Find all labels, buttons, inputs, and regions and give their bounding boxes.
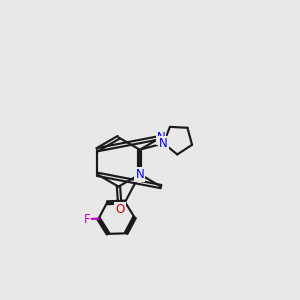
Text: N: N (135, 168, 144, 181)
Text: F: F (84, 212, 91, 226)
Text: O: O (116, 202, 124, 216)
Text: N: N (135, 168, 144, 181)
Text: N: N (159, 137, 168, 150)
Text: N: N (157, 131, 166, 144)
